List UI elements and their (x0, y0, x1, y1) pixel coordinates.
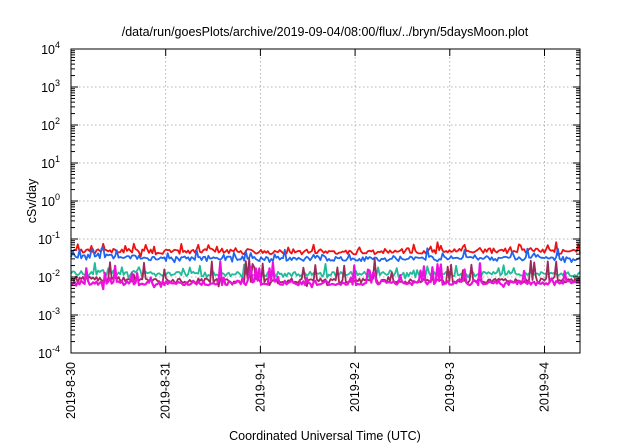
y-tick-label: 10-4 (38, 344, 60, 361)
grid (71, 49, 580, 353)
x-tick-label: 2019-8-30 (64, 362, 78, 419)
y-tick-label: 101 (41, 154, 60, 171)
x-ticks: 2019-8-30 2019-8-31 2019-9-1 2019-9-2 2019-9… (64, 49, 551, 419)
x-tick-label: 2019-9-3 (443, 362, 457, 412)
x-axis-label: Coordinated Universal Time (UTC) (229, 429, 421, 443)
y-tick-label: 102 (41, 116, 60, 133)
x-tick-label: 2019-9-4 (537, 362, 551, 412)
series-line-2 (70, 246, 581, 264)
series-line-1 (70, 241, 581, 258)
y-tick-label: 10-2 (38, 268, 60, 285)
series-line-5 (70, 260, 581, 291)
x-tick-label: 2019-9-2 (348, 362, 362, 412)
y-tick-label: 104 (41, 40, 60, 57)
y-axis-label: cSv/day (25, 178, 39, 223)
series-line-4 (70, 257, 581, 288)
x-tick-label: 2019-8-31 (159, 362, 173, 419)
series-group (70, 241, 581, 291)
y-tick-label: 10-1 (38, 230, 60, 247)
y-tick-label: 100 (41, 192, 60, 209)
series-line-3 (70, 262, 581, 280)
y-ticks: 10-4 10-3 10-2 10-1 100 101 102 103 104 (38, 40, 580, 361)
chart-title: /data/run/goesPlots/archive/2019-09-04/0… (122, 25, 529, 39)
x-tick-label: 2019-9-1 (253, 362, 267, 412)
y-tick-label: 103 (41, 78, 60, 95)
y-tick-label: 10-3 (38, 306, 60, 323)
